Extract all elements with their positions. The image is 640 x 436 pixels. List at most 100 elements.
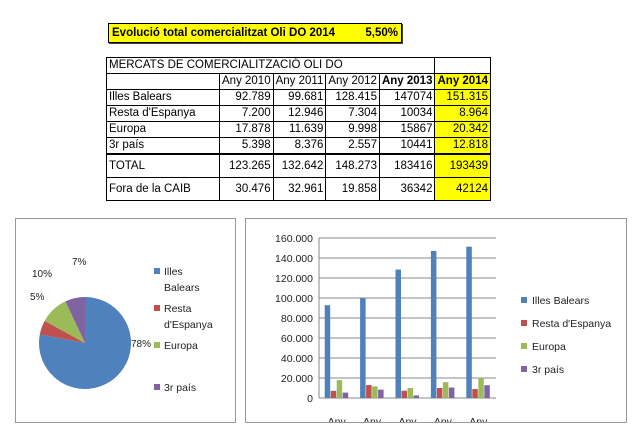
pie-legend-label: Illes bbox=[164, 266, 183, 278]
table-cell: 148.273 bbox=[325, 153, 380, 178]
table-cell: 10441 bbox=[378, 137, 436, 155]
pie-slice bbox=[44, 301, 85, 343]
table-cell: 17.878 bbox=[219, 121, 274, 138]
pie-legend-label: Balears bbox=[164, 282, 200, 294]
table-cell: 7.200 bbox=[219, 105, 274, 122]
bar bbox=[466, 246, 472, 398]
legend-swatch bbox=[154, 268, 160, 274]
bar-chart: 0 20.000 40.000 60.000 80.000 100.000 120.000 1… bbox=[275, 233, 611, 436]
table-row: 3r país 5.398 8.376 2.557 10441 12.818 bbox=[106, 137, 491, 155]
bar bbox=[442, 382, 449, 398]
table-cell: 15867 bbox=[378, 121, 436, 138]
bar bbox=[378, 389, 384, 398]
bar-legend-label: 3r país bbox=[532, 364, 564, 376]
bar-legend-label: Illes Balears bbox=[532, 295, 589, 307]
legend-swatch bbox=[521, 343, 527, 349]
table-row: TOTAL 123.265 132.642 148.273 183416 193439 bbox=[106, 153, 491, 178]
market-table: MERCATS DE COMERCIALITZACIÓ OLI DO Any 2… bbox=[105, 57, 491, 201]
table-cell: 32.961 bbox=[272, 177, 327, 201]
table-cell: 11.639 bbox=[272, 121, 327, 138]
bar bbox=[395, 269, 401, 398]
table-cell: 128.415 bbox=[325, 89, 380, 106]
table-header-row: Any 2010 Any 2011 Any 2012 Any 2013 Any 2014 bbox=[106, 73, 491, 90]
column-header: Any 2012 bbox=[325, 73, 380, 90]
bar bbox=[478, 377, 484, 398]
row-label: Resta d'Espanya bbox=[106, 105, 220, 122]
pie-legend-label: Europa bbox=[164, 340, 198, 352]
pie-slice bbox=[65, 297, 85, 343]
table-cell: 20.342 bbox=[434, 121, 491, 138]
column-header: Any 2014 bbox=[434, 73, 491, 90]
legend-swatch bbox=[521, 297, 527, 303]
legend-swatch bbox=[154, 305, 160, 311]
table-cell: 42124 bbox=[434, 177, 491, 201]
row-label: Illes Balears bbox=[106, 89, 220, 106]
column-header: Any 2010 bbox=[219, 73, 274, 90]
table-cell: 5.398 bbox=[219, 137, 274, 155]
bar-legend-label: Resta d'Espanya bbox=[532, 318, 611, 330]
table-cell: 10034 bbox=[378, 105, 436, 122]
pie-data-label: 78% bbox=[131, 339, 151, 350]
x-tick-label: Any bbox=[434, 416, 453, 422]
pie-data-label: 7% bbox=[72, 257, 87, 268]
bar bbox=[366, 385, 372, 398]
table-cell: 123.265 bbox=[219, 153, 274, 178]
pie-data-label: 10% bbox=[32, 269, 52, 280]
summary-banner: Evolució total comercialitzat Oli DO 201… bbox=[108, 23, 402, 43]
bar bbox=[430, 250, 437, 398]
legend-swatch bbox=[521, 320, 527, 326]
bar bbox=[336, 380, 343, 398]
bar bbox=[401, 390, 407, 398]
bar bbox=[324, 305, 331, 398]
y-tick-label: 120.000 bbox=[275, 273, 313, 285]
bar bbox=[342, 392, 349, 398]
table-cell: 30.476 bbox=[219, 177, 274, 201]
empty-cell bbox=[434, 57, 491, 74]
summary-title: Evolució total comercialitzat Oli DO 201… bbox=[112, 27, 336, 39]
bar bbox=[413, 395, 419, 398]
pie-chart: 78% 5% 10% 7% Illes Balears Resta d'Espanya Euro… bbox=[30, 257, 213, 394]
y-tick-label: 60.000 bbox=[281, 333, 313, 345]
x-tick-label: Any bbox=[469, 416, 488, 422]
table-cell: 8.964 bbox=[434, 105, 491, 122]
table-row: Europa 17.878 11.639 9.998 15867 20.342 bbox=[106, 121, 491, 138]
bar bbox=[472, 389, 478, 398]
pie-data-label: 5% bbox=[30, 292, 45, 303]
y-tick-label: 140.000 bbox=[275, 253, 313, 265]
table-cell: 2.557 bbox=[325, 137, 380, 155]
column-header: Any 2011 bbox=[272, 73, 327, 90]
pie-chart-panel: 78% 5% 10% 7% Illes Balears Resta d'Espanya Euro… bbox=[15, 218, 236, 423]
bar-legend-label: Europa bbox=[532, 341, 566, 353]
table-title: MERCATS DE COMERCIALITZACIÓ OLI DO bbox=[105, 57, 436, 74]
y-tick-label: 20.000 bbox=[281, 373, 313, 385]
table-cell: 19.858 bbox=[325, 177, 380, 201]
bar bbox=[360, 298, 366, 398]
table-cell: 36342 bbox=[378, 177, 436, 201]
bar bbox=[330, 390, 337, 398]
y-tick-label: 40.000 bbox=[281, 353, 313, 365]
legend-swatch bbox=[154, 384, 160, 390]
bar bbox=[407, 388, 413, 398]
pie-legend-label: 3r país bbox=[164, 382, 196, 394]
row-label: TOTAL bbox=[106, 153, 220, 178]
table-cell: 193439 bbox=[434, 153, 491, 178]
y-tick-label: 160.000 bbox=[275, 233, 313, 245]
y-tick-label: 0 bbox=[307, 393, 313, 405]
table-row: Fora de la CAIB 30.476 32.961 19.858 36342 42… bbox=[106, 177, 491, 201]
table-cell: 147074 bbox=[378, 89, 436, 106]
row-label: Fora de la CAIB bbox=[106, 177, 220, 201]
y-tick-label: 80.000 bbox=[281, 313, 313, 325]
x-tick-label: Any bbox=[363, 416, 382, 422]
table-cell: 12.818 bbox=[434, 137, 491, 155]
table-cell: 9.998 bbox=[325, 121, 380, 138]
header-blank bbox=[106, 73, 220, 90]
x-tick-label: Any bbox=[398, 416, 417, 422]
legend-swatch bbox=[521, 366, 527, 372]
table-cell: 151.315 bbox=[434, 89, 491, 106]
bar-chart-panel: 0 20.000 40.000 60.000 80.000 100.000 120.000 1… bbox=[245, 218, 627, 436]
bar bbox=[484, 385, 490, 398]
legend-swatch bbox=[154, 342, 160, 348]
row-label: 3r país bbox=[106, 137, 220, 155]
table-row: Resta d'Espanya 7.200 12.946 7.304 10034 8.96… bbox=[106, 105, 491, 122]
x-tick-label: Any bbox=[328, 416, 347, 422]
